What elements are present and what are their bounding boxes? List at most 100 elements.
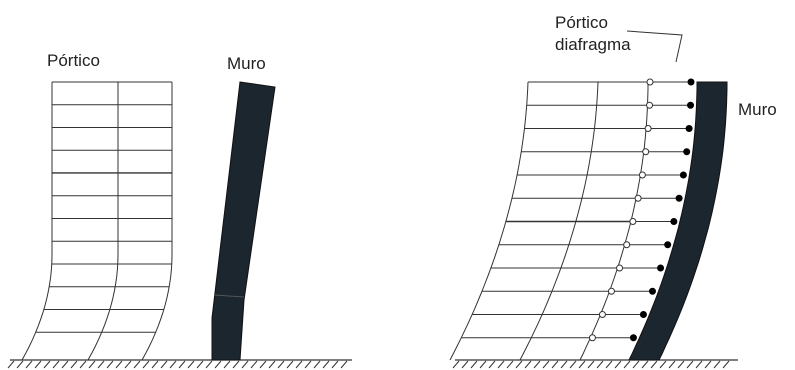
ground-hatch — [232, 360, 240, 369]
label-right-wall: Muro — [738, 100, 777, 119]
ground-hatch — [295, 360, 303, 369]
link-pin-wall — [679, 171, 687, 179]
ground-hatch — [169, 360, 177, 369]
ground-hatch — [151, 360, 159, 369]
ground-hatch — [659, 360, 667, 369]
wall-right-shape — [628, 81, 728, 361]
ground-hatch — [43, 360, 51, 369]
frame-column — [21, 82, 53, 361]
link-pin-wall — [687, 101, 695, 109]
ground-hatch — [641, 360, 649, 369]
ground-hatch — [16, 360, 24, 369]
link-pin-wall — [639, 311, 647, 319]
ground-hatch — [61, 360, 69, 369]
link-pin-wall — [657, 264, 665, 272]
ground-hatch — [223, 360, 231, 369]
ground-hatch — [533, 360, 541, 369]
ground-hatch — [259, 360, 267, 369]
ground-hatch — [187, 360, 195, 369]
ground-hatch — [623, 360, 631, 369]
ground-hatch — [479, 360, 487, 369]
label-right-frame-line1: Pórtico — [555, 13, 608, 32]
ground-hatch — [515, 360, 523, 369]
diaphragm-links — [588, 78, 695, 342]
ground-hatch — [614, 360, 622, 369]
link-pin-wall — [683, 148, 691, 156]
label-left-wall: Muro — [227, 54, 266, 73]
ground-hatch — [713, 360, 721, 369]
ground-hatch — [88, 360, 96, 369]
link-pin-wall — [675, 194, 683, 202]
link-pin-frame — [646, 78, 654, 86]
link-pin-frame — [623, 241, 631, 249]
ground-hatch — [277, 360, 285, 369]
ground-hatch — [142, 360, 150, 369]
ground-hatch — [686, 360, 694, 369]
ground-hatch — [304, 360, 312, 369]
frame-left — [21, 81, 173, 361]
ground-hatch — [470, 360, 478, 369]
link-pin-frame — [616, 264, 624, 272]
ground-hatch — [286, 360, 294, 369]
ground-hatch — [587, 360, 595, 369]
ground-hatch — [524, 360, 532, 369]
link-pin-frame — [634, 194, 642, 202]
ground-hatch — [695, 360, 703, 369]
ground-hatch — [322, 360, 330, 369]
ground-hatch — [241, 360, 249, 369]
ground-hatch — [52, 360, 60, 369]
ground-hatch — [452, 360, 460, 369]
ground-hatch — [196, 360, 204, 369]
ground-left — [7, 359, 352, 369]
ground-hatch — [605, 360, 613, 369]
ground-hatch — [560, 360, 568, 369]
label-leader-line — [626, 30, 683, 63]
ground-hatch — [488, 360, 496, 369]
ground-hatch — [79, 360, 87, 369]
label-left-frame: Pórtico — [47, 51, 100, 70]
ground-hatch — [461, 360, 469, 369]
link-pin-frame — [607, 287, 615, 295]
ground-hatch — [569, 360, 577, 369]
wall-right — [628, 81, 728, 361]
ground-hatch — [497, 360, 505, 369]
frame-column — [141, 82, 173, 361]
link-pin-wall — [664, 241, 672, 249]
label-right-frame-line2: diafragma — [555, 35, 631, 54]
ground-hatch — [668, 360, 676, 369]
ground-hatch — [542, 360, 550, 369]
link-pin-frame — [646, 101, 654, 109]
link-pin-frame — [588, 334, 596, 342]
ground-hatch — [25, 360, 33, 369]
ground-hatch — [650, 360, 658, 369]
wall-left-joint — [213, 294, 245, 298]
ground-hatch — [704, 360, 712, 369]
link-pin-wall — [648, 287, 656, 295]
link-pin-frame — [642, 148, 650, 156]
link-pin-wall — [687, 78, 695, 86]
ground-hatch — [205, 360, 213, 369]
ground-hatch — [106, 360, 114, 369]
ground-hatch — [115, 360, 123, 369]
ground-right — [452, 359, 738, 369]
ground-hatch — [160, 360, 168, 369]
ground-hatch — [506, 360, 514, 369]
ground-hatch — [124, 360, 132, 369]
link-pin-wall — [670, 218, 678, 226]
ground-hatch — [214, 360, 222, 369]
ground-hatch — [250, 360, 258, 369]
link-pin-frame — [598, 311, 606, 319]
frame-right — [449, 81, 649, 361]
frame-column — [87, 82, 119, 361]
ground-hatch — [178, 360, 186, 369]
ground-hatch — [331, 360, 339, 369]
ground-hatch — [722, 360, 730, 369]
ground-hatch — [268, 360, 276, 369]
ground-hatch — [340, 360, 348, 369]
ground-hatch — [596, 360, 604, 369]
ground-hatch — [551, 360, 559, 369]
ground-hatch — [632, 360, 640, 369]
link-pin-wall — [629, 334, 637, 342]
ground-hatch — [578, 360, 586, 369]
